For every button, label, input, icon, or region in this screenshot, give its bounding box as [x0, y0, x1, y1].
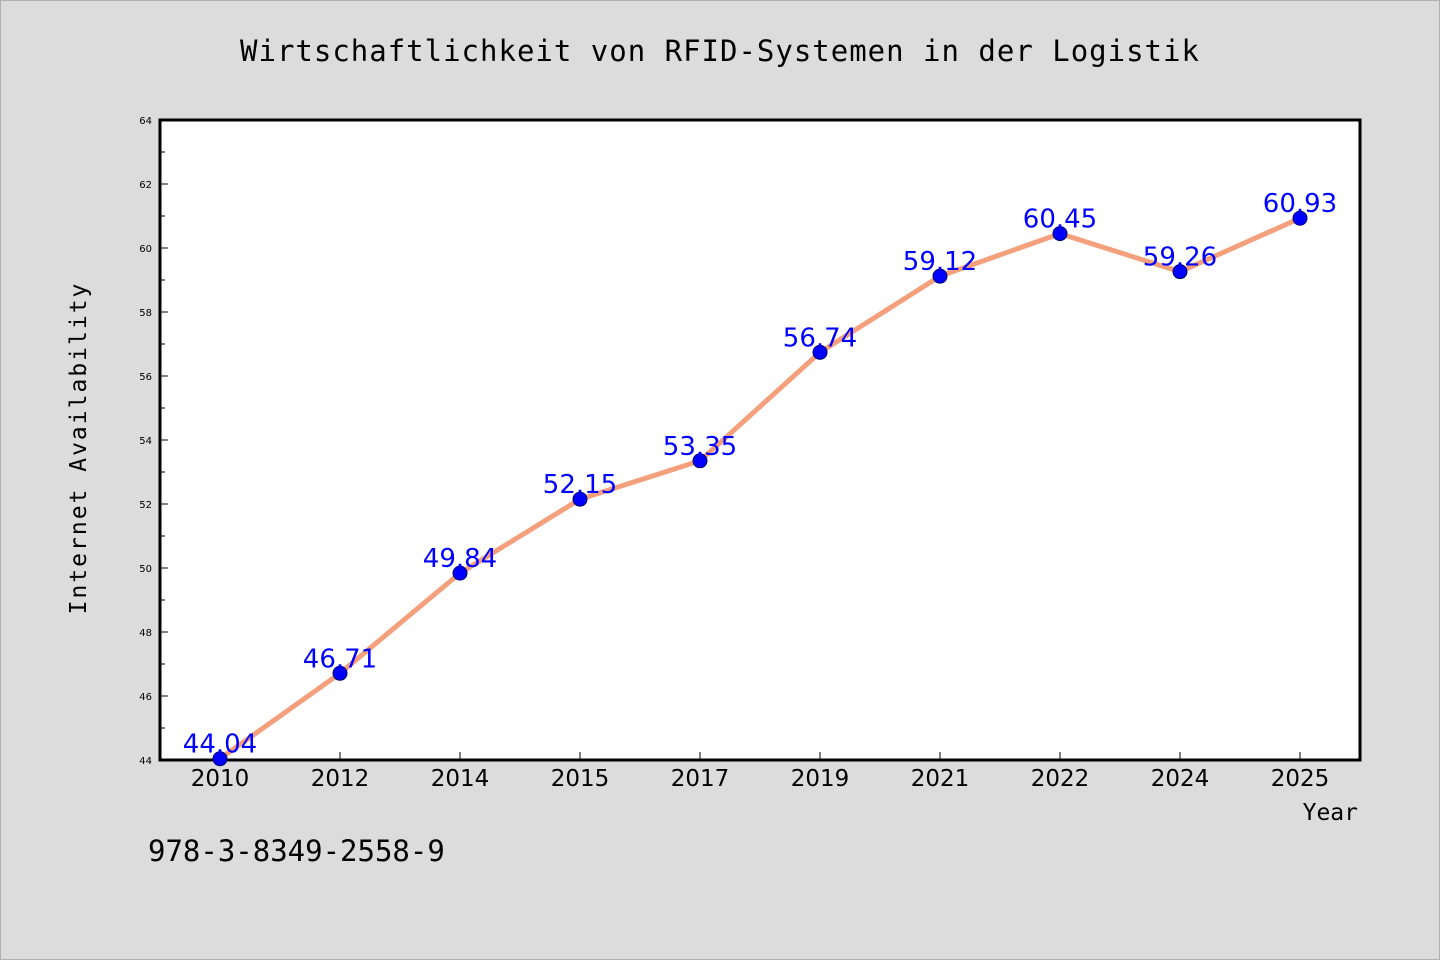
- data-label-6: 59.12: [903, 247, 977, 277]
- x-tick-label-9: 2025: [1271, 766, 1330, 792]
- x-tick-label-5: 2019: [791, 766, 850, 792]
- series-layer: [212, 210, 1308, 767]
- data-point-5: [812, 344, 828, 360]
- series-line-0: [217, 215, 1303, 762]
- data-point-0: [212, 751, 228, 767]
- y-tick-label-4: 52: [139, 500, 152, 511]
- data-label-8: 59.26: [1143, 243, 1217, 273]
- data-label-0: 44.04: [183, 730, 257, 760]
- y-tick-label-10: 64: [139, 116, 152, 127]
- y-axis-ticks: 44 46 48 50 52 54 56 58 60 62 64: [139, 116, 168, 767]
- data-label-2: 49.84: [423, 544, 497, 574]
- x-tick-label-8: 2024: [1151, 766, 1210, 792]
- x-tick-label-1: 2012: [311, 766, 370, 792]
- data-point-3: [572, 491, 588, 507]
- x-tick-label-0: 2010: [191, 766, 250, 792]
- data-label-7: 60.45: [1023, 205, 1097, 235]
- data-point-9: [1292, 210, 1308, 226]
- x-tick-label-2: 2014: [431, 766, 490, 792]
- data-point-7: [1052, 226, 1068, 242]
- data-label-1: 46.71: [303, 644, 377, 674]
- x-tick-label-6: 2021: [911, 766, 970, 792]
- isbn-text: 978-3-8349-2558-9: [148, 834, 445, 868]
- x-axis-label: Year: [1303, 800, 1358, 826]
- data-point-2: [452, 565, 468, 581]
- chart-title: Wirtschaftlichkeit von RFID-Systemen in …: [240, 34, 1200, 68]
- y-axis-label: Internet Availability: [66, 282, 92, 615]
- x-tick-label-3: 2015: [551, 766, 610, 792]
- y-tick-label-3: 50: [139, 564, 152, 575]
- data-point-4: [692, 453, 708, 469]
- y-tick-label-5: 54: [139, 436, 152, 447]
- y-tick-label-2: 48: [139, 628, 152, 639]
- data-labels-layer: 44.04 46.71 49.84 52.15 53.35 56.74 59.12 60.45…: [183, 189, 1337, 759]
- y-tick-label-8: 60: [139, 244, 152, 255]
- data-label-3: 52.15: [543, 470, 617, 500]
- data-label-4: 53.35: [663, 432, 737, 462]
- y-tick-label-6: 56: [139, 372, 152, 383]
- data-point-8: [1172, 264, 1188, 280]
- x-tick-label-4: 2017: [671, 766, 730, 792]
- data-label-9: 60.93: [1263, 189, 1337, 219]
- data-point-1: [332, 665, 348, 681]
- data-label-5: 56.74: [783, 323, 857, 353]
- data-point-6: [932, 268, 948, 284]
- x-axis-ticks: 2010 2012 2014 2015 2017 2019 2021 2022 2024 2025: [191, 752, 1330, 792]
- y-tick-label-7: 58: [139, 308, 152, 319]
- y-tick-label-0: 44: [139, 756, 152, 767]
- x-tick-label-7: 2022: [1031, 766, 1090, 792]
- y-tick-label-9: 62: [139, 180, 152, 191]
- y-tick-label-1: 46: [139, 692, 152, 703]
